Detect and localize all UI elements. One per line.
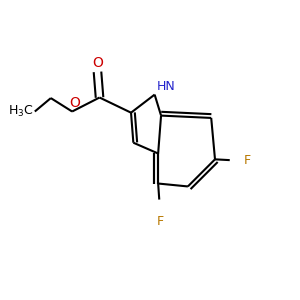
Text: O: O (92, 56, 103, 70)
Text: O: O (69, 96, 80, 110)
Text: HN: HN (157, 80, 176, 93)
Text: F: F (243, 154, 250, 167)
Text: F: F (157, 215, 164, 228)
Text: H$_3$C: H$_3$C (8, 104, 33, 119)
